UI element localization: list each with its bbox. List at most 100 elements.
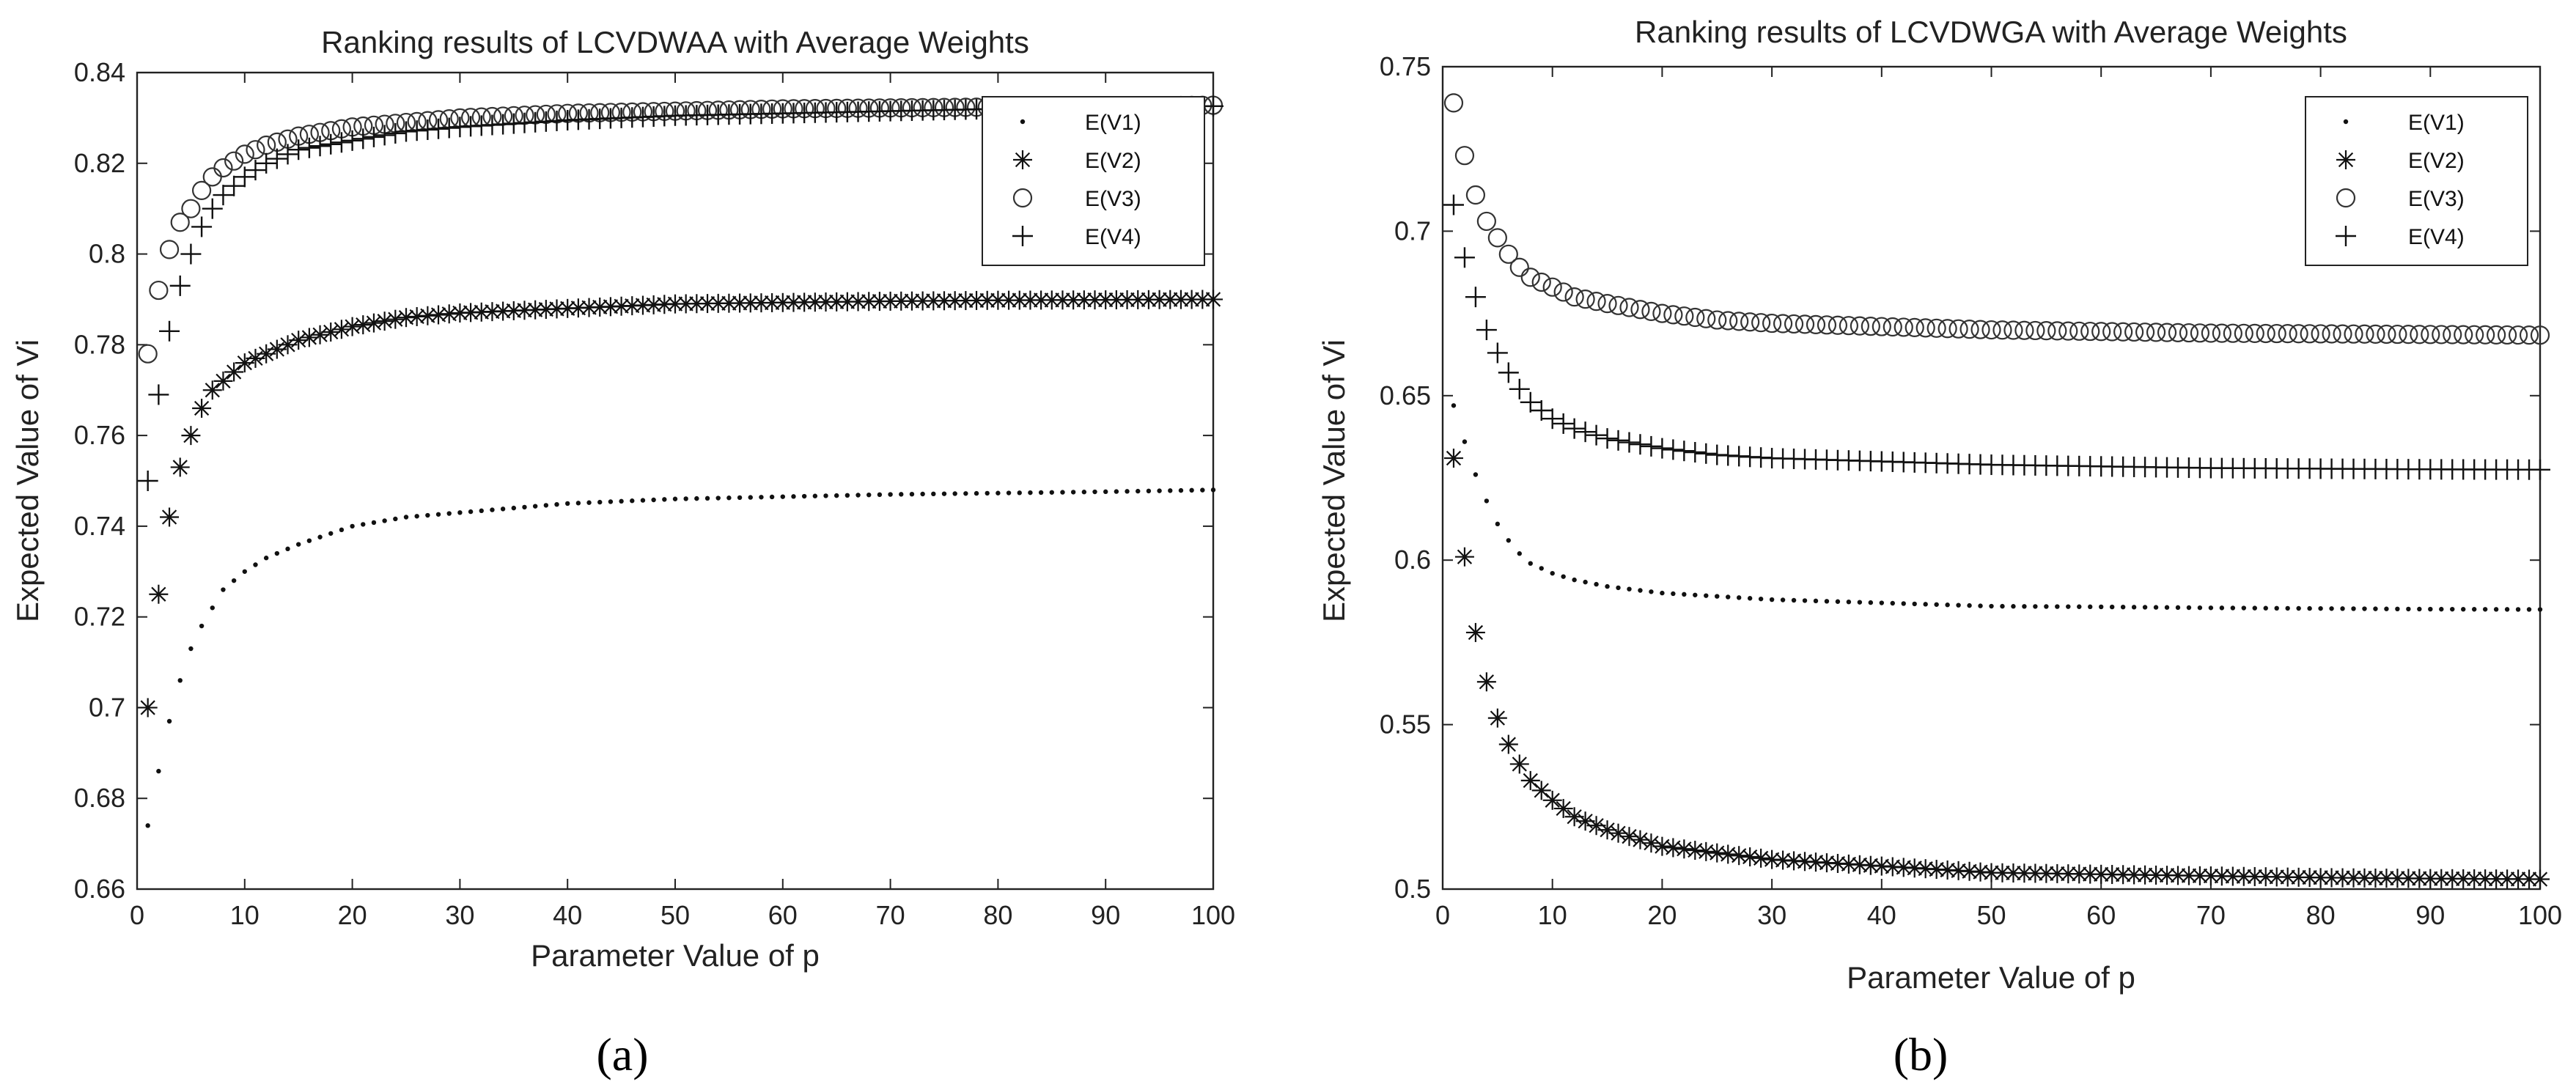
- data-point: [1484, 498, 1490, 504]
- data-point: [1835, 599, 1841, 604]
- y-tick-label: 0.76: [74, 420, 125, 450]
- data-point: [511, 505, 516, 511]
- data-point: [500, 506, 506, 512]
- data-point: [393, 516, 398, 522]
- data-point: [1959, 320, 1979, 339]
- y-tick-label: 0.66: [74, 874, 125, 904]
- data-point: [181, 199, 201, 218]
- x-tick-label: 20: [1647, 900, 1677, 930]
- data-point: [1575, 421, 1596, 443]
- data-point: [1031, 290, 1051, 310]
- y-tick-label: 0.55: [1380, 710, 1431, 740]
- legend-marker: [1012, 226, 1033, 246]
- x-tick-label: 100: [1191, 900, 1235, 930]
- legend-marker: [2336, 226, 2356, 246]
- data-point: [2011, 604, 2016, 609]
- data-point: [397, 308, 416, 328]
- data-point: [1901, 601, 1906, 606]
- data-point: [246, 140, 265, 160]
- data-point: [468, 509, 474, 515]
- data-point: [1704, 593, 1709, 598]
- data-point: [1879, 600, 1884, 605]
- data-point: [1693, 592, 1698, 597]
- data-point: [1487, 342, 1508, 364]
- data-point: [159, 320, 180, 342]
- data-point: [1605, 583, 1610, 589]
- series-E(V1): [145, 487, 1216, 828]
- data-point: [321, 323, 341, 342]
- data-point: [1542, 277, 1562, 297]
- data-point: [298, 137, 320, 158]
- data-point: [504, 301, 523, 320]
- y-tick-label: 0.5: [1394, 874, 1431, 904]
- data-point: [672, 496, 678, 501]
- data-point: [963, 491, 968, 496]
- data-point: [2395, 606, 2400, 612]
- data-point: [1200, 487, 1205, 493]
- data-point: [1894, 317, 1913, 337]
- data-point: [1454, 247, 1475, 268]
- data-point: [1070, 490, 1076, 495]
- data-point: [2410, 325, 2429, 344]
- data-point: [801, 493, 807, 499]
- data-point: [2146, 323, 2166, 342]
- data-point: [1586, 424, 1607, 446]
- x-tick-label: 50: [660, 900, 690, 930]
- data-point: [704, 495, 710, 501]
- data-point: [2432, 869, 2451, 888]
- y-tick-label: 0.68: [74, 783, 125, 813]
- data-point: [2537, 607, 2543, 612]
- data-point: [1178, 487, 1184, 493]
- x-tick-label: 100: [2518, 900, 2562, 930]
- data-point: [210, 605, 215, 611]
- data-point: [866, 492, 872, 498]
- data-point: [1498, 362, 1519, 383]
- data-point: [428, 118, 449, 139]
- data-point: [1718, 311, 1738, 331]
- data-point: [633, 295, 652, 315]
- data-point: [403, 515, 409, 520]
- data-point: [306, 538, 312, 543]
- data-point: [740, 293, 760, 313]
- data-point: [317, 534, 323, 539]
- data-point: [1171, 290, 1191, 309]
- data-point: [1641, 833, 1661, 853]
- data-point: [1583, 579, 1588, 585]
- data-point: [526, 300, 545, 320]
- y-tick-label: 0.74: [74, 511, 125, 541]
- data-point: [1641, 301, 1661, 322]
- data-point: [2497, 325, 2517, 345]
- data-point: [242, 569, 247, 574]
- data-point: [1726, 594, 1731, 600]
- data-point: [363, 126, 384, 147]
- data-point: [1028, 490, 1033, 495]
- data-point: [2300, 324, 2319, 344]
- series-E(V4): [1443, 194, 2550, 480]
- data-point: [361, 522, 366, 527]
- data-point: [1586, 292, 1606, 312]
- data-point: [715, 495, 721, 501]
- x-tick-label: 60: [2086, 900, 2116, 930]
- data-point: [1967, 603, 1972, 608]
- x-tick-label: 70: [876, 900, 905, 930]
- data-point: [1751, 313, 1771, 333]
- data-point: [1443, 449, 1463, 468]
- data-point: [1597, 820, 1617, 840]
- data-point: [2333, 324, 2352, 344]
- data-point: [2465, 325, 2484, 344]
- data-point: [149, 584, 169, 604]
- data-point: [1619, 298, 1639, 317]
- data-point: [1572, 577, 1577, 583]
- data-point: [159, 240, 180, 259]
- chart-panel-b: 0 10 20 30 40 50 60 70 80 90 100 0.5 0.55 0.6 0.65 0.7 0…: [1317, 15, 2562, 1080]
- data-point: [385, 122, 406, 144]
- data-point: [651, 497, 656, 503]
- data-point: [199, 623, 205, 629]
- data-point: [683, 496, 688, 501]
- x-tick-label: 10: [230, 900, 260, 930]
- data-point: [1060, 490, 1065, 495]
- data-point: [784, 292, 803, 312]
- data-point: [1813, 598, 1819, 604]
- y-tick-label: 0.72: [74, 602, 125, 632]
